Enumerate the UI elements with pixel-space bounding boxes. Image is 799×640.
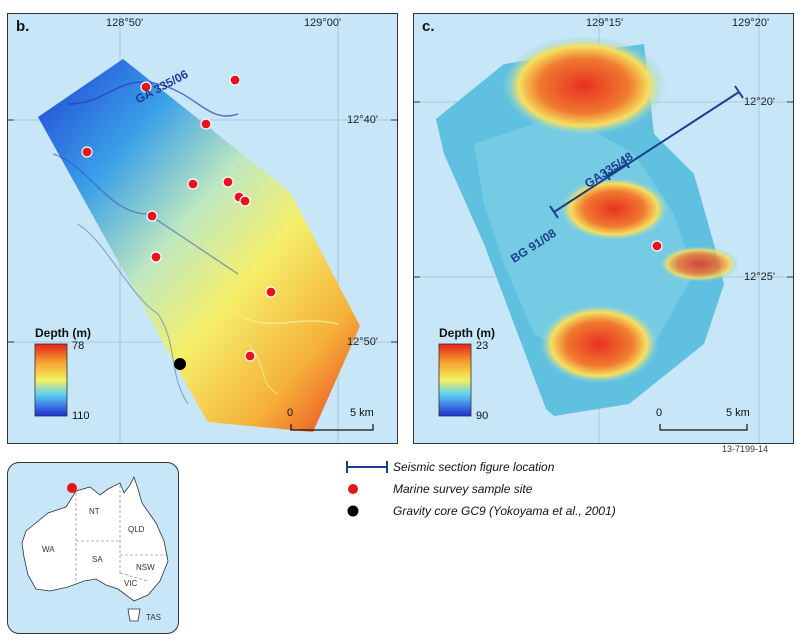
shoal-south	[539, 304, 659, 384]
sample-site[interactable]	[229, 74, 241, 86]
state-label: SA	[92, 555, 103, 564]
colorbar-min: 78	[72, 340, 85, 352]
seismic-line-icon	[346, 461, 388, 473]
gravity-core-gc9[interactable]	[174, 358, 186, 370]
legend-title: Depth (m)	[439, 326, 495, 340]
seismic-line-end	[549, 205, 559, 219]
channel-3	[77, 223, 189, 405]
state-label: NT	[89, 507, 100, 516]
survey-texture	[474, 114, 694, 364]
sample-site[interactable]	[651, 240, 663, 252]
seismic-line-bg9108[interactable]	[553, 91, 740, 213]
tasmania-shape	[127, 608, 141, 622]
lat-tick-label: 12°40'	[347, 114, 378, 126]
key-label: Gravity core GC9 (Yokoyama et al., 2001)	[393, 504, 616, 518]
bathymetry-map-c	[414, 14, 793, 443]
map-key: Seismic section figure location Marine s…	[345, 458, 745, 528]
sample-site[interactable]	[244, 350, 256, 362]
colorbar-max: 110	[72, 410, 90, 422]
survey-area-b	[38, 59, 360, 432]
lat-tick-label: 12°25'	[744, 271, 775, 283]
lon-tick-label: 128°50'	[106, 17, 144, 29]
map-panel-c: c. 129°15' 129°20' 12°20' 12°25' GA335/4…	[413, 13, 794, 444]
figure-id: 13-7199-14	[722, 444, 769, 454]
map-panel-b: b. 128°50' 129°00' 12°40' 12°50' GA 335/…	[7, 13, 398, 444]
shoal-east	[659, 246, 739, 282]
lat-tick-label: 12°20'	[744, 96, 775, 108]
sample-site[interactable]	[146, 210, 158, 222]
panel-label: c.	[422, 18, 435, 35]
shoal-central	[559, 177, 669, 241]
sample-site[interactable]	[239, 195, 251, 207]
sample-site[interactable]	[187, 178, 199, 190]
key-label: Seismic section figure location	[393, 460, 555, 474]
legend-title: Depth (m)	[35, 326, 91, 340]
black-dot-icon	[347, 505, 359, 517]
scale-end: 5 km	[350, 407, 374, 419]
lat-tick-label: 12°50'	[347, 336, 378, 348]
seismic-line-end	[603, 169, 611, 181]
study-area-marker	[67, 483, 77, 493]
scale-bar	[290, 424, 374, 431]
seismic-line-end	[622, 157, 630, 169]
bathymetry-map-b	[8, 14, 397, 443]
seismic-line-end	[734, 85, 744, 99]
key-label: Marine survey sample site	[393, 482, 533, 496]
channel-1	[67, 81, 239, 117]
australia-outline	[21, 475, 169, 622]
seismic-line-ga33548[interactable]	[606, 163, 627, 177]
colorbar-max: 90	[476, 410, 489, 422]
scale-start: 0	[656, 407, 663, 419]
lon-tick-label: 129°20'	[732, 17, 770, 29]
red-dot-icon	[348, 484, 358, 494]
sample-site[interactable]	[81, 146, 93, 158]
state-label: TAS	[146, 613, 161, 622]
panel-label: b.	[16, 18, 30, 35]
scale-end: 5 km	[726, 407, 750, 419]
lon-tick-label: 129°00'	[304, 17, 342, 29]
australia-inset-map: NT QLD WA SA NSW VIC TAS	[7, 462, 179, 634]
shoal-north	[502, 36, 666, 136]
channel-4	[237, 313, 339, 325]
state-label: WA	[42, 545, 55, 554]
sample-site[interactable]	[200, 118, 212, 130]
depth-colorbar	[34, 343, 68, 417]
scale-bar	[659, 424, 748, 431]
channel-5	[247, 343, 279, 395]
sample-site[interactable]	[150, 251, 162, 263]
state-label: NSW	[136, 563, 155, 572]
sample-site[interactable]	[265, 286, 277, 298]
lon-tick-label: 129°15'	[586, 17, 624, 29]
state-label: VIC	[124, 579, 138, 588]
colorbar-min: 23	[476, 340, 489, 352]
sample-site[interactable]	[222, 176, 234, 188]
state-label: QLD	[128, 525, 145, 534]
sample-site[interactable]	[140, 81, 152, 93]
scale-start: 0	[287, 407, 294, 419]
depth-colorbar	[438, 343, 472, 417]
